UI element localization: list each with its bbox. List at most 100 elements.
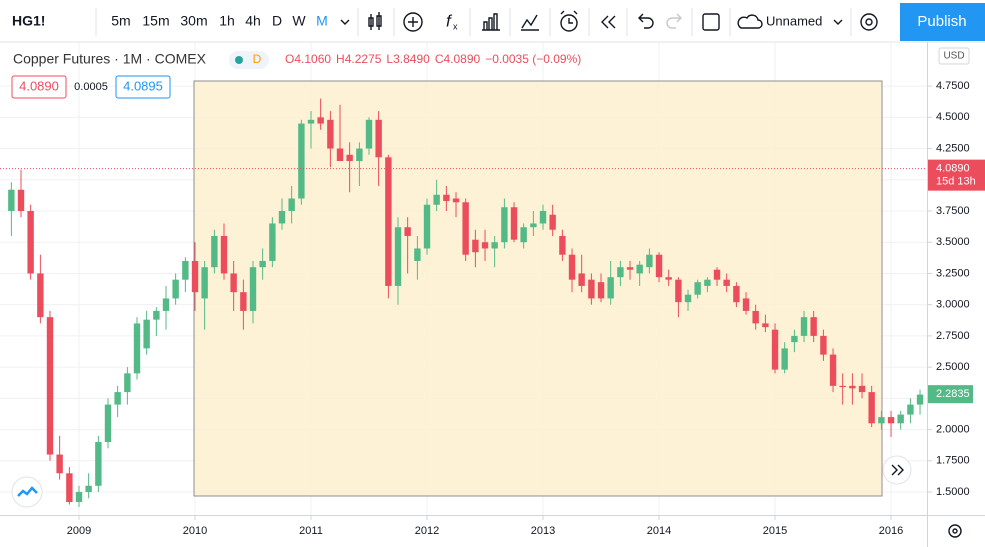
candle-body [762, 323, 769, 328]
interval[interactable]: 5m [111, 13, 130, 29]
y-tick-label: 2.5000 [936, 361, 970, 373]
candle-body [636, 264, 643, 274]
candle-body [365, 119, 373, 149]
x-tick-label: 2014 [647, 525, 671, 537]
price-tag-label: 4.0890 [936, 163, 970, 175]
currency-box[interactable] [938, 47, 970, 65]
candle-body [443, 194, 450, 201]
candle-body [791, 335, 798, 343]
x-tick-label: 2016 [879, 525, 903, 537]
candle-body [104, 404, 112, 443]
ask: 4.0895 [123, 78, 163, 93]
candle-body [240, 292, 247, 311]
candle-body [46, 317, 54, 455]
financials-button[interactable] [482, 13, 500, 31]
candle-body [37, 273, 44, 318]
logo-button[interactable] [11, 476, 43, 508]
candle-body [810, 317, 817, 336]
candle-body [655, 254, 663, 278]
ohlc-value: O4.1060 [285, 52, 331, 66]
intervals: 5m 15m 30m 1h 4h D W M [111, 13, 328, 29]
layout-name[interactable]: Unnamed [766, 13, 822, 28]
interval[interactable]: 30m [180, 13, 207, 29]
delay-badge: D [253, 52, 262, 66]
candle-body [298, 123, 305, 199]
candle-body [820, 335, 827, 355]
candle-body [56, 454, 63, 474]
candle-body [259, 260, 266, 268]
y-tick-label: 3.0000 [936, 299, 970, 311]
price-tag [928, 385, 973, 404]
candle-body [675, 279, 682, 303]
y-tick-label: 2.7500 [936, 330, 970, 342]
undo-button[interactable] [638, 13, 654, 29]
indicators-button[interactable]: f [446, 11, 453, 30]
interval[interactable]: W [292, 13, 306, 29]
interval[interactable]: M [316, 13, 328, 29]
currency: USD [943, 51, 964, 62]
candle-body [95, 442, 102, 486]
candle-body [742, 298, 750, 311]
x-tick-label: 2011 [299, 525, 323, 537]
symbol[interactable]: HG1! [12, 13, 45, 29]
candle-body [597, 282, 605, 299]
compare-button[interactable] [403, 12, 423, 32]
y-tick-label: 3.5000 [936, 236, 970, 248]
candle-body [162, 298, 170, 311]
settings-button[interactable] [860, 13, 878, 31]
y-tick-label: 4.7500 [936, 80, 970, 92]
candles [8, 98, 924, 508]
layout-menu[interactable] [833, 19, 843, 25]
candle-body [916, 394, 924, 405]
interval[interactable]: 4h [245, 13, 261, 29]
x-tick-label: 2012 [415, 525, 439, 537]
ohlc-value: −0.0035 (−0.09%) [485, 52, 581, 66]
ideas-button[interactable] [521, 14, 539, 31]
y-tick-label: 1.7500 [936, 455, 970, 467]
highlight-rectangle[interactable] [193, 80, 883, 497]
candle-body [839, 385, 846, 388]
axis-settings[interactable] [948, 524, 962, 538]
candle-body [317, 117, 324, 124]
candle-body [394, 227, 402, 286]
candle-body [897, 414, 904, 424]
candle-body [182, 260, 189, 280]
candle-body [249, 267, 257, 311]
chart-type-button[interactable] [368, 12, 382, 30]
replay-button[interactable] [601, 15, 616, 29]
candle-body [539, 210, 547, 224]
candle-body [694, 282, 701, 295]
candle-body [404, 227, 411, 236]
candle-body [559, 235, 566, 255]
interval[interactable]: 1h [219, 13, 235, 29]
status-pill [229, 51, 269, 69]
candle-body [588, 279, 595, 299]
candle-body [549, 214, 556, 230]
alert-button[interactable] [560, 10, 578, 32]
interval[interactable]: D [272, 13, 282, 29]
candle-body [85, 485, 92, 493]
redo-button [666, 13, 682, 29]
time-axis [0, 516, 928, 547]
publish-button[interactable] [900, 3, 985, 41]
candle-body [220, 235, 228, 274]
x-tick-label: 2013 [531, 525, 555, 537]
candle-body [781, 348, 788, 370]
market-status [235, 56, 243, 64]
candle-body [172, 279, 179, 299]
scroll-icon [891, 464, 904, 476]
ask-box[interactable] [115, 75, 171, 99]
candle-body [520, 227, 527, 243]
candle-body [191, 260, 199, 293]
fullscreen-button[interactable] [702, 13, 720, 31]
x-tick-label: 2009 [67, 525, 91, 537]
candle-body [617, 267, 624, 278]
interval[interactable]: 15m [142, 13, 169, 29]
candle-body [578, 273, 585, 286]
interval-menu[interactable] [340, 19, 350, 25]
candle-body [849, 385, 856, 389]
bid-box[interactable] [11, 75, 67, 99]
candle-body [8, 189, 15, 211]
